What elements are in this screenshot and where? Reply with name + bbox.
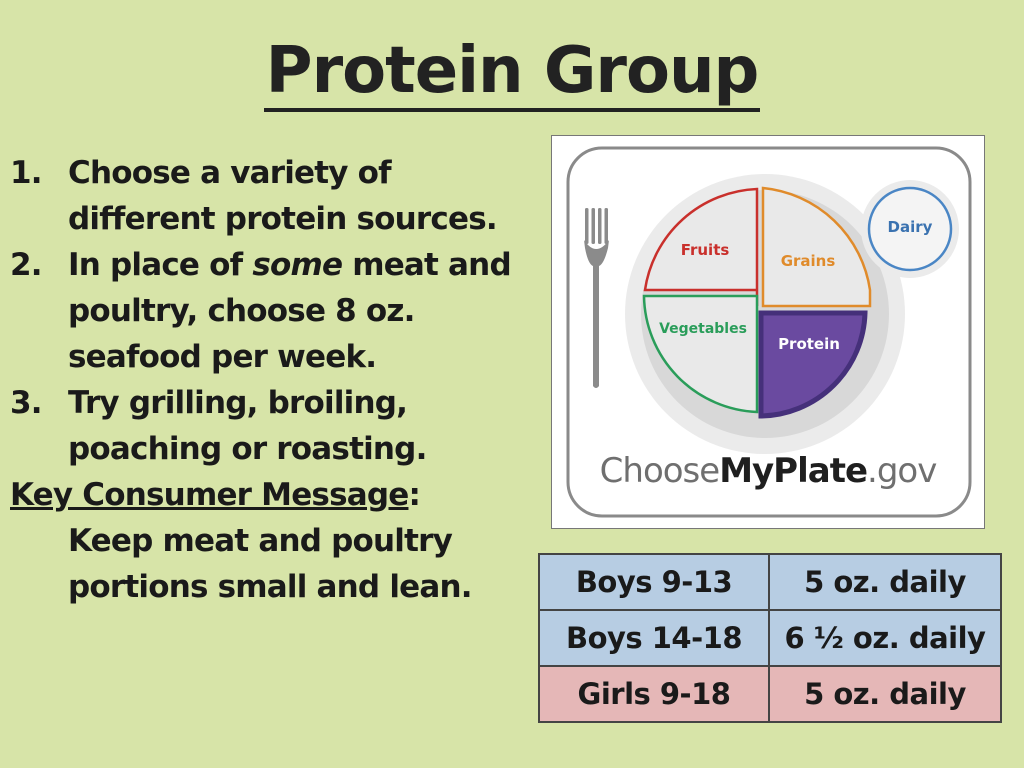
list-item: 2. In place of some meat and poultry, ch… [10,242,540,380]
dairy-cup [867,186,953,272]
servings-table: Boys 9-13 5 oz. daily Boys 14-18 6 ½ oz.… [538,553,1002,723]
list-text: Try grilling, broiling, poaching or roas… [68,385,427,467]
table-cell-amount: 6 ½ oz. daily [768,609,1002,667]
list-text-part: In place of [68,247,253,283]
table-cell-amount: 5 oz. daily [768,553,1002,611]
list-text: Choose a variety of different protein so… [68,155,498,237]
list-text-emphasis: some [252,247,343,283]
myplate-image: Fruits Grains Vegetables Protein Dairy C… [551,135,985,529]
table-cell-group: Girls 9-18 [538,665,770,723]
vegetables-label: Vegetables [659,321,747,337]
list-number: 2. [10,247,43,283]
list-number: 1. [10,155,43,191]
vegetables-section [642,294,759,414]
table-cell-group: Boys 14-18 [538,609,770,667]
list-number: 3. [10,385,43,421]
list-item: 1. Choose a variety of different protein… [10,150,540,242]
table-cell-amount: 5 oz. daily [768,665,1002,723]
table-row: Girls 9-18 5 oz. daily [538,665,1002,723]
protein-tips-list: 1. Choose a variety of different protein… [10,150,540,610]
protein-section [758,310,868,419]
protein-label: Protein [778,335,840,353]
list-text-part: meat and poultry, choose 8 oz. seafood p… [68,247,512,375]
title-text: Protein Group [263,34,761,112]
table-row: Boys 14-18 6 ½ oz. daily [538,609,1002,667]
fruits-label: Fruits [681,241,730,259]
table-row: Boys 9-13 5 oz. daily [538,553,1002,611]
myplate-graphic: Fruits Grains Vegetables Protein Dairy C… [566,146,972,518]
choosemyplate-logo: ChooseMyPlate.gov [600,451,938,491]
list-item: 3. Try grilling, broiling, poaching or r… [10,380,540,472]
fork-icon [584,208,609,388]
table-cell-group: Boys 9-13 [538,553,770,611]
fruits-section [643,187,759,306]
key-message: Keep meat and poultry portions small and… [68,523,473,605]
key-message-colon: : [408,477,421,513]
slide-title: Protein Group [0,30,1024,112]
key-message-heading: Key Consumer Message: [10,472,540,518]
list-text: In place of some meat and poultry, choos… [68,242,540,380]
grains-section [761,186,872,308]
key-message-label: Key Consumer Message [10,477,409,513]
grains-label: Grains [781,252,836,270]
dairy-label: Dairy [888,218,933,236]
